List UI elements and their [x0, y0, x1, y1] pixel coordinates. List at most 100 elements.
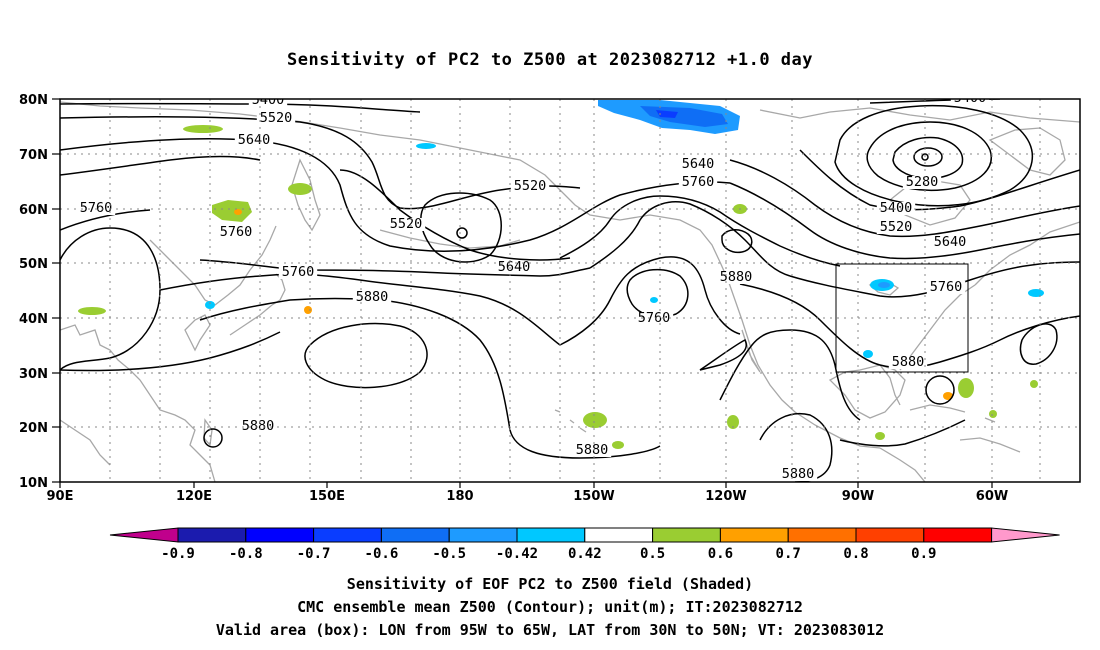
latitude-labels: 80N 70N 60N 50N 40N 30N 20N 10N — [19, 93, 48, 491]
contour-5280-closed-mid — [866, 121, 992, 192]
caption-shading: Sensitivity of EOF PC2 to Z500 field (Sh… — [346, 575, 754, 593]
axis-ticks — [52, 98, 993, 488]
coastline-canada-east — [974, 221, 1080, 286]
contour-5520-canada — [729, 159, 1080, 238]
colorbar-tick-label: -0.7 — [297, 546, 331, 562]
longitude-labels: 90E 120E 150E 180 150W 120W 90W 60W — [47, 489, 1009, 504]
contour-label-5880-tropical-pacific: 5880 — [576, 442, 609, 458]
colorbar-tick-label: -0.42 — [496, 546, 538, 562]
coastline-north-america-west — [719, 261, 881, 449]
contour-label-5760-east-us-bg — [926, 281, 966, 294]
colorbar-segment — [448, 527, 518, 543]
colorbar-low-triangle — [109, 527, 179, 543]
colorbar-tick-label: 0.6 — [708, 546, 733, 562]
contour-5520-small-low — [456, 227, 468, 239]
positive-sensitivity-west-asia — [78, 307, 106, 315]
contour-label-5640-gulf-alaska-bg — [678, 158, 718, 171]
contour-label-5400-west-bg — [248, 99, 288, 107]
colorbar-segment — [787, 527, 857, 543]
colorbar-segment — [719, 527, 789, 543]
lon-label-60w: 60W — [976, 489, 1008, 504]
contour-label-5520-low: 5520 — [390, 216, 423, 232]
contour-5880-south-low — [203, 428, 223, 448]
contour-label-5640-canada-bg — [930, 236, 970, 249]
contour-label-5520-west: 5520 — [260, 110, 293, 126]
contour-5880-caribbean — [925, 375, 955, 405]
contour-label-5880-pacific: 5880 — [356, 289, 389, 305]
contour-5880-west-closed — [60, 331, 281, 372]
coastline-greenland — [988, 127, 1066, 176]
contour-label-5640-west-bg — [234, 134, 274, 147]
contour-5880-pacific-north — [199, 297, 661, 459]
contour-label-5280-east-bg — [902, 176, 942, 189]
positive-sensitivity-hawaii — [583, 412, 607, 428]
coastline-manchuria — [149, 225, 277, 306]
colorbar-tick-label: 0.8 — [843, 546, 868, 562]
coastline-hawaii — [554, 409, 587, 433]
contour-label-5400-canada: 5400 — [880, 200, 913, 216]
positive-sensitivity-okhotsk-core — [234, 209, 242, 215]
lon-label-120w: 120W — [705, 489, 746, 504]
caption-valid-area: Valid area (box): LON from 95W to 65W, L… — [215, 621, 885, 639]
negative-sensitivity-pacific-low — [650, 297, 658, 303]
contour-label-5640-central: 5640 — [498, 259, 531, 275]
contour-label-5880-south-china-sea: 5880 — [242, 418, 275, 434]
positive-sensitivity-okhotsk — [212, 200, 252, 222]
positive-sensitivity-caribbean — [958, 378, 974, 398]
contour-5760-ne-pacific-low — [626, 268, 689, 318]
positive-sensitivity-japan — [304, 306, 312, 314]
positive-sensitivity-siberia — [183, 125, 223, 133]
contour-label-5880-mexico-bg — [778, 468, 818, 481]
contour-label-5760-japan-sea-bg — [216, 226, 256, 239]
contour-5520-west — [60, 116, 581, 210]
colorbar-tick-label: 0.9 — [911, 546, 936, 562]
lat-label-30n: 30N — [19, 367, 48, 382]
figure-title: Sensitivity of PC2 to Z500 at 2023082712… — [286, 50, 813, 70]
map-background — [60, 99, 1080, 482]
contour-5880-west — [60, 209, 151, 231]
contour-label-5400-east-bg — [950, 99, 990, 105]
contour-5280-center — [913, 147, 943, 167]
colorbar-segment — [923, 527, 993, 543]
colorbar-tick-label: 0.42 — [568, 546, 602, 562]
contour-5880-mexico-edge — [839, 419, 966, 447]
colorbar-tick-label: 0.5 — [640, 546, 665, 562]
contour-label-5520-west-bg — [256, 112, 296, 125]
lon-label-150w: 150W — [573, 489, 614, 504]
contour-5280-closed-inner — [892, 136, 964, 180]
coastline-alaska — [449, 145, 721, 263]
contour-label-5880-west-us: 5880 — [720, 269, 753, 285]
lon-label-150e: 150E — [309, 489, 345, 504]
contour-label-5280-east: 5280 — [906, 174, 939, 190]
contour-5760-gulf-alaska — [559, 256, 741, 346]
map-frame — [59, 98, 1081, 483]
contour-5880-west-us-closed — [699, 338, 747, 371]
coastline-korea — [184, 314, 211, 352]
contour-label-5520-low-bg — [386, 218, 426, 231]
contour-5880-west-us — [719, 329, 861, 421]
lat-label-40n: 40N — [19, 312, 48, 327]
contour-label-5760-ne-pacific-bg — [634, 312, 674, 325]
contour-label-5640-gulf-alaska: 5640 — [682, 156, 715, 172]
colorbar-segment — [177, 527, 247, 543]
contour-5280-center-inner — [921, 153, 929, 161]
contour-label-5520-canada: 5520 — [880, 219, 913, 235]
negative-sensitivity-japan — [205, 301, 215, 309]
colorbar-segment — [516, 527, 586, 543]
colorbar-segment — [855, 527, 925, 543]
lon-label-120e: 120E — [176, 489, 212, 504]
lat-label-50n: 50N — [19, 257, 48, 272]
negative-sensitivity-gulf — [863, 350, 873, 358]
negative-sensitivity-atlantic — [1028, 289, 1044, 297]
coastline-philippines — [203, 418, 213, 447]
contour-label-5760-east-asia-bg — [278, 266, 318, 279]
contour-label-5400-east: 5400 — [954, 90, 987, 106]
coastline-caribbean — [909, 404, 996, 423]
negative-sensitivity-arctic-core2 — [656, 110, 678, 118]
contour-5760-west — [60, 155, 261, 176]
contour-5880-pacific-hi — [304, 322, 428, 389]
contour-5640-canada — [729, 182, 1080, 260]
contour-label-5880-mexico: 5880 — [782, 466, 815, 482]
lat-label-70n: 70N — [19, 148, 48, 163]
